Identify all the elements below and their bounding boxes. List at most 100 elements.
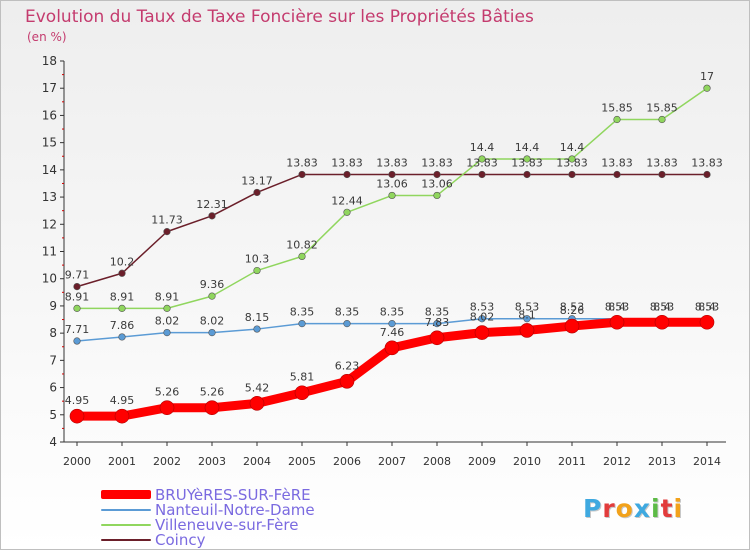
data-label-bruyeres: 7.46 [380, 326, 405, 339]
data-point-bruyeres [429, 330, 445, 346]
logo-letter: i [673, 494, 684, 523]
data-label-bruyeres: 7.83 [425, 316, 450, 329]
data-point-villeneuve [523, 155, 531, 163]
data-label-villeneuve: 15.85 [646, 102, 678, 115]
data-label-nanteuil: 8.53 [650, 301, 675, 314]
data-label-nanteuil: 8.35 [335, 306, 360, 319]
data-point-coincy [478, 170, 486, 179]
chart-title: Evolution du Taux de Taxe Foncière sur l… [25, 7, 534, 27]
data-point-nanteuil [163, 328, 171, 337]
data-point-nanteuil [343, 320, 351, 328]
data-point-villeneuve [388, 191, 396, 200]
data-point-bruyeres [564, 318, 580, 334]
data-point-bruyeres [609, 314, 625, 330]
data-label-bruyeres: 8.02 [470, 311, 495, 324]
data-label-bruyeres: 8.4 [653, 300, 671, 313]
x-tick-label: 2010 [513, 455, 541, 468]
y-tick-label: 13 [42, 190, 57, 204]
data-point-villeneuve [163, 304, 171, 312]
data-label-coincy: 13.83 [646, 156, 678, 169]
data-labels: 4.95 4.95 5.26 5.26 5.42 5.81 6.23 7.46 7.83 8.02… [65, 70, 723, 407]
data-point-nanteuil [253, 325, 261, 333]
data-label-coincy: 11.73 [151, 214, 183, 227]
legend-item: Villeneuve-sur-Fère [101, 515, 315, 534]
data-label-nanteuil: 7.86 [110, 319, 135, 332]
legend-swatch [101, 523, 151, 526]
data-label-coincy: 10.2 [110, 255, 135, 268]
data-label-bruyeres: 8.4 [698, 300, 716, 313]
data-point-coincy [163, 228, 171, 236]
data-point-villeneuve [118, 304, 126, 312]
y-tick-label: 6 [49, 381, 57, 395]
logo-letter: t [660, 494, 674, 523]
data-label-villeneuve: 14.4 [560, 141, 585, 154]
legend-swatch [101, 490, 151, 499]
data-point-coincy [118, 269, 126, 277]
axes: 4 5 6 7 8 9 10 11 12 13 14 15 16 17 18 2000 2001 2002 2003… [42, 54, 726, 468]
x-tick-label: 2005 [288, 455, 316, 468]
data-point-bruyeres [474, 325, 490, 340]
data-point-villeneuve [298, 252, 306, 260]
data-label-villeneuve: 13.06 [421, 177, 453, 190]
data-point-bruyeres [114, 408, 130, 424]
x-tick-label: 2000 [63, 455, 91, 468]
series-bruyeres [69, 314, 715, 424]
data-label-nanteuil: 8.02 [155, 315, 180, 328]
data-point-coincy [703, 170, 711, 179]
x-tick-label: 2002 [153, 455, 181, 468]
data-label-villeneuve: 15.85 [601, 102, 633, 115]
data-label-villeneuve: 8.91 [155, 290, 180, 303]
y-tick-label: 4 [49, 435, 57, 449]
data-label-coincy: 13.83 [286, 156, 318, 169]
data-point-bruyeres [159, 400, 175, 416]
y-tick-label: 11 [42, 245, 57, 259]
data-point-bruyeres [384, 340, 400, 356]
legend-item: BRUYèRES-SUR-FèRE [101, 486, 315, 504]
data-point-villeneuve [433, 191, 441, 200]
legend-label: Nanteuil-Notre-Dame [155, 500, 315, 519]
data-label-nanteuil: 8.35 [290, 306, 315, 319]
x-tick-label: 2012 [603, 455, 631, 468]
y-axis-unit-label: (en %) [27, 30, 67, 44]
data-point-coincy [613, 170, 621, 179]
logo-letter: x [633, 494, 651, 523]
data-point-bruyeres [339, 374, 355, 389]
data-point-nanteuil [388, 320, 396, 328]
series-lines [69, 84, 715, 424]
data-point-villeneuve [568, 155, 576, 163]
data-label-villeneuve: 12.44 [331, 194, 363, 207]
logo-letter: i [651, 494, 661, 523]
data-point-nanteuil [433, 320, 441, 328]
data-label-coincy: 13.83 [556, 156, 588, 169]
data-point-bruyeres [204, 400, 220, 416]
data-label-villeneuve: 17 [700, 70, 714, 83]
y-tick-label: 16 [42, 108, 57, 122]
data-label-villeneuve: 8.91 [110, 290, 135, 303]
data-label-nanteuil: 8.35 [380, 306, 405, 319]
data-label-villeneuve: 9.36 [200, 278, 225, 291]
legend-label: Coincy [155, 530, 206, 549]
legend: BRUYèRES-SUR-FèRE Nanteuil-Notre-Dame Vill… [101, 486, 315, 549]
x-tick-label: 2011 [558, 455, 586, 468]
data-point-nanteuil [298, 320, 306, 328]
data-point-bruyeres [699, 314, 715, 330]
y-tick-label: 14 [42, 163, 57, 177]
data-label-bruyeres: 5.26 [155, 386, 180, 399]
data-point-coincy [343, 170, 351, 179]
data-point-bruyeres [654, 314, 670, 330]
data-point-villeneuve [658, 115, 666, 124]
data-label-villeneuve: 8.91 [65, 290, 90, 303]
data-label-bruyeres: 5.42 [245, 381, 270, 394]
data-point-coincy [523, 170, 531, 179]
data-label-villeneuve: 14.4 [515, 141, 540, 154]
data-label-coincy: 13.17 [241, 174, 273, 187]
y-tick-label: 9 [49, 299, 57, 313]
data-label-nanteuil: 8.35 [425, 306, 450, 319]
legend-swatch [101, 508, 151, 511]
logo-letter: P [583, 494, 603, 523]
legend-label: Villeneuve-sur-Fère [155, 515, 299, 534]
y-tick-label: 5 [49, 408, 57, 422]
data-point-coincy [433, 170, 441, 179]
data-point-nanteuil [73, 337, 81, 345]
